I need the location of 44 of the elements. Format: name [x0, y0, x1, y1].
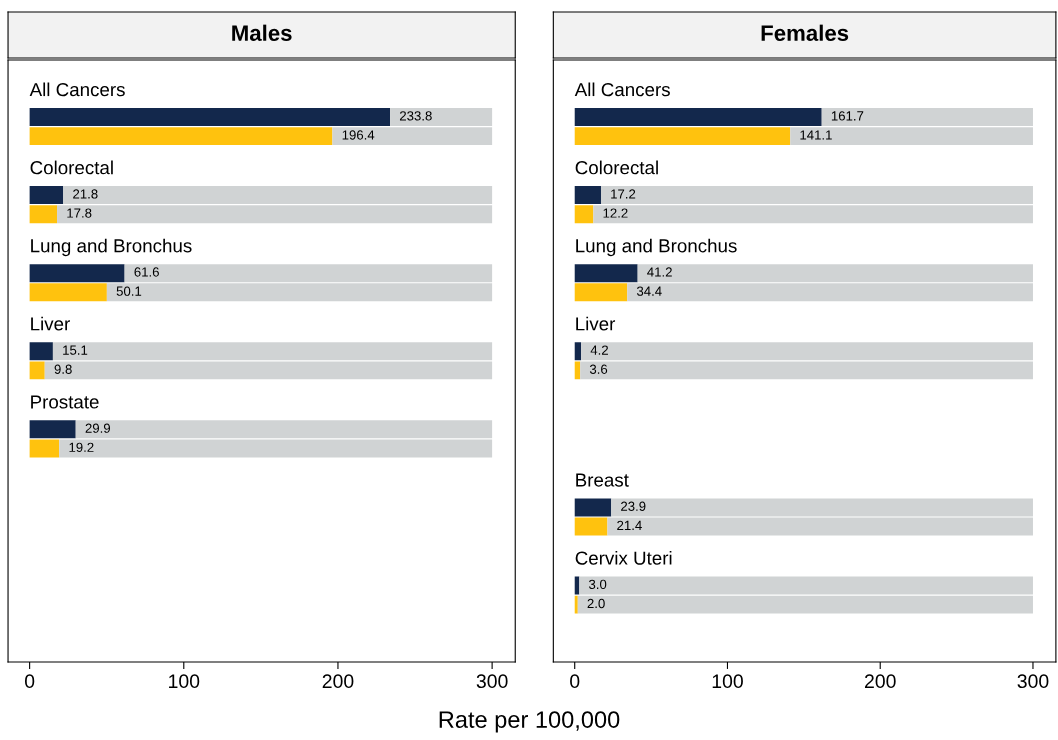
data-label: 50.1 [116, 286, 142, 296]
x-tick-label: 200 [322, 674, 354, 689]
chart-title: Females [761, 24, 849, 41]
data-label: 34.4 [636, 286, 662, 296]
data-label: 61.6 [134, 267, 159, 277]
data-label: 21.4 [617, 520, 642, 530]
y-tick-label: Colorectal [575, 160, 658, 175]
chart-title: Males [232, 24, 292, 41]
x-tick-label: 0 [570, 674, 580, 689]
data-label: 21.8 [73, 189, 98, 199]
data-label: 233.8 [399, 111, 432, 121]
y-tick-label: Cervix Uteri [575, 550, 672, 565]
data-label: 161.7 [831, 111, 864, 121]
data-label: 17.8 [67, 208, 92, 218]
x-tick-label: 100 [169, 674, 200, 689]
data-label: 196.4 [342, 130, 375, 140]
data-label: 12.2 [603, 208, 628, 218]
y-tick-label: Liver [31, 316, 70, 331]
y-tick-label: Breast [576, 473, 629, 487]
x-axis-title: Rate per 100,000 [439, 711, 620, 733]
data-label: 3.6 [589, 364, 608, 374]
data-label: 15.1 [63, 345, 88, 355]
data-label: 9.8 [54, 364, 72, 374]
y-tick-label: All Cancers [29, 82, 125, 97]
data-label: 17.2 [611, 189, 636, 199]
y-tick-label: All Cancers [574, 82, 670, 97]
data-label: 19.2 [69, 442, 94, 452]
data-label: 29.9 [85, 423, 111, 433]
y-tick-label: Lung and Bronchus [576, 238, 737, 257]
data-label: 3.0 [588, 579, 607, 590]
x-tick-label: 300 [476, 674, 508, 689]
y-tick-label: Prostate [31, 395, 99, 409]
x-tick-label: 300 [1017, 674, 1049, 689]
data-label: 23.9 [621, 501, 646, 511]
x-tick-label: 100 [712, 674, 743, 689]
data-label: 2.0 [587, 598, 605, 609]
data-label: 4.2 [590, 345, 608, 355]
y-tick-label: Lung and Bronchus [31, 238, 192, 257]
x-tick-label: 0 [24, 674, 35, 689]
y-tick-label: Colorectal [30, 160, 113, 175]
data-label: 41.2 [647, 267, 672, 277]
y-tick-label: Liver [576, 316, 616, 331]
x-tick-label: 200 [864, 674, 896, 689]
data-label: 141.1 [800, 130, 832, 140]
